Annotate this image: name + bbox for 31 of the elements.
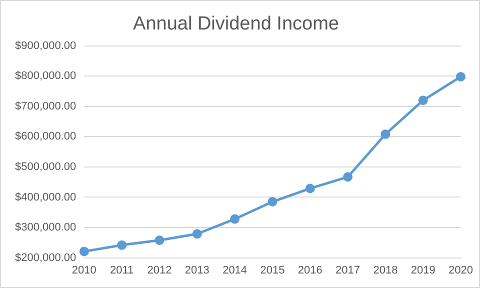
x-tick-label: 2018 [373,264,398,276]
x-tick-label: 2015 [260,264,285,276]
point [305,184,315,194]
x-tick-label: 2010 [72,264,96,276]
point [154,235,164,245]
y-tick-label: $600,000.00 [15,130,76,143]
y-tick-label: $800,000.00 [15,70,76,82]
y-tick-label: $400,000.00 [15,191,76,204]
x-tick-label: 2011 [110,264,134,276]
x-tick-label: 2013 [184,264,210,276]
y-tick-label: $900,000.00 [15,40,76,52]
point [456,72,466,82]
x-tick-label: 2012 [147,264,172,276]
point [343,172,353,182]
point [268,197,278,207]
y-tick-label: $500,000.00 [15,160,76,173]
y-tick-label: $700,000.00 [15,100,76,112]
point [230,214,240,224]
point [418,96,428,106]
chart-title: Annual Dividend Income [133,14,339,35]
x-tick-label: 2017 [336,264,360,276]
x-tick-label: 2016 [298,264,322,276]
point [79,246,89,256]
point [380,129,390,139]
y-tick-label: $300,000.00 [15,222,76,234]
point [192,229,202,239]
point [117,240,127,250]
x-tick-label: 2014 [222,264,248,276]
x-tick-label: 2020 [448,264,474,276]
y-tick-label: $200,000.00 [15,252,76,264]
x-tick-label: 2019 [410,264,436,276]
